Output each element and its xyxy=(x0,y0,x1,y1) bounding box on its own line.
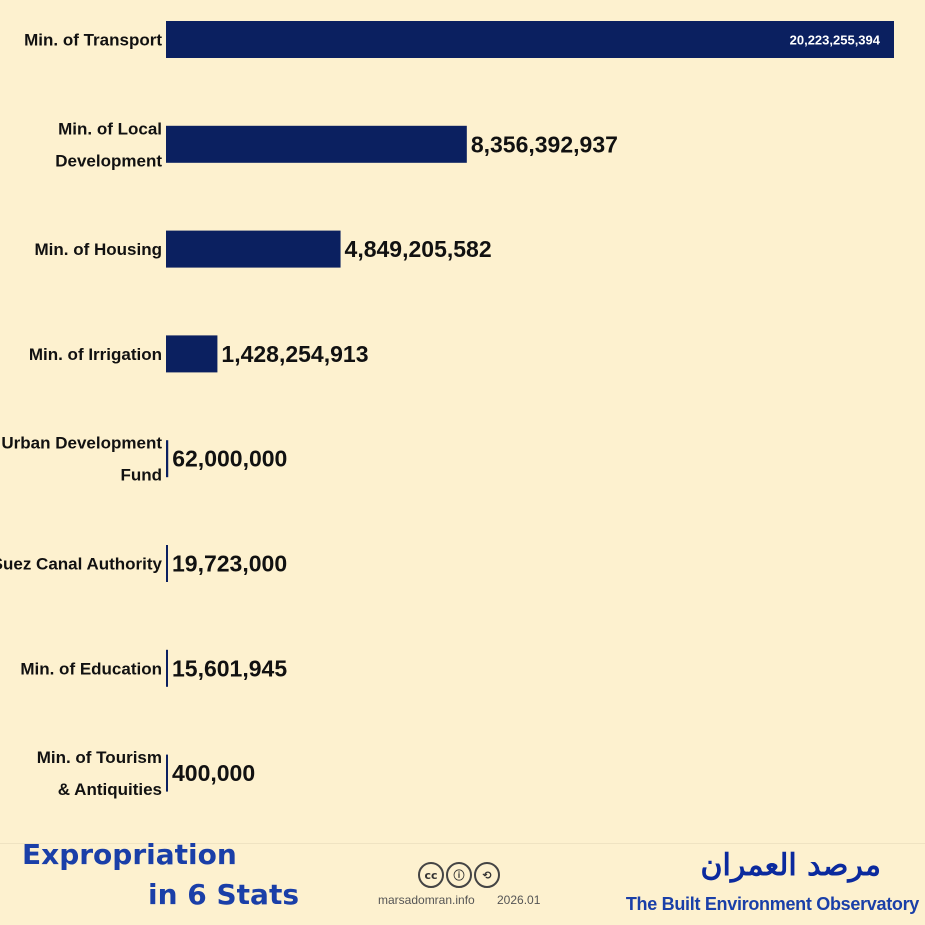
value-label: 62,000,000 xyxy=(172,446,287,472)
category-label: Min. of Education xyxy=(20,659,162,678)
brand-name-english: The Built Environment Observatory xyxy=(625,894,919,914)
category-label: Min. of Tourism & Antiquities xyxy=(37,748,162,799)
category-label: Suez Canal Authority xyxy=(0,555,163,574)
value-label: 1,428,254,913 xyxy=(221,341,368,367)
cc-license-icon: cc xyxy=(418,862,444,888)
value-label: 400,000 xyxy=(172,760,255,786)
share-alike-icon: ⟲ xyxy=(474,862,500,888)
footer-title-line2: in 6 Stats xyxy=(148,878,300,911)
bar xyxy=(166,335,218,373)
bar xyxy=(166,440,169,478)
value-label: 20,223,255,394 xyxy=(790,33,881,48)
bar xyxy=(166,754,168,792)
value-label: 15,601,945 xyxy=(172,655,287,681)
attribution-icon: ⓘ xyxy=(446,862,472,888)
publish-date: 2026.01 xyxy=(497,893,541,907)
bar xyxy=(166,21,894,58)
value-label: 4,849,205,582 xyxy=(345,236,492,262)
footer-divider xyxy=(0,843,925,844)
category-label: Min. of Local Development xyxy=(55,119,162,170)
license-badges: cc ⓘ ⟲ xyxy=(418,862,500,888)
bar xyxy=(166,125,467,163)
value-label: 19,723,000 xyxy=(172,551,287,577)
category-label: Min. of Irrigation xyxy=(29,345,162,364)
bar xyxy=(166,230,341,268)
brand-logo-arabic: مرصد العمران xyxy=(700,848,882,883)
category-label: Min. of Housing xyxy=(35,240,162,259)
bar xyxy=(166,545,168,582)
bar-chart: Min. of Transport 20,223,255,394 Min. of L… xyxy=(0,21,894,799)
footer-title-line1: Expropriation xyxy=(22,838,237,871)
site-url: marsadomran.info xyxy=(378,893,475,907)
category-label: Min. of Transport xyxy=(24,31,162,50)
category-label: Urban Development Fund xyxy=(1,434,162,485)
bar xyxy=(166,649,168,687)
value-label: 8,356,392,937 xyxy=(471,131,618,157)
